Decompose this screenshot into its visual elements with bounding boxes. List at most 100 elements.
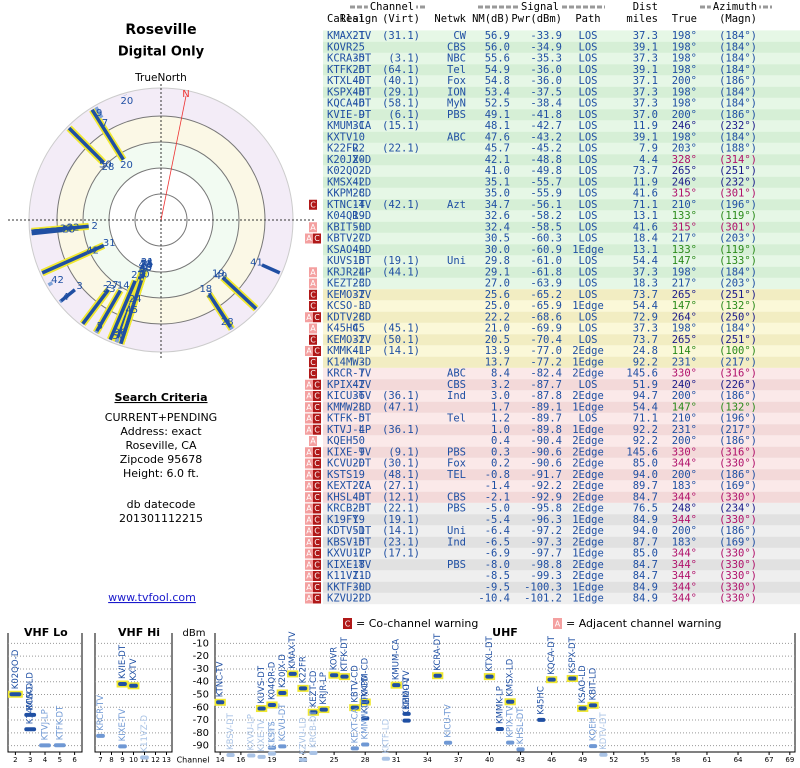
warning-letter: A [306, 403, 312, 412]
cell: 30.0 [485, 244, 510, 256]
panel-name: VHF Hi [118, 626, 160, 639]
station-channel: 10 [137, 270, 150, 281]
warning-box [313, 593, 321, 604]
cell: 1.7 [491, 401, 510, 413]
station-bar [392, 683, 401, 688]
cell: KXTV [327, 131, 353, 143]
x-tick-label: 3 [28, 756, 32, 764]
row-bg [323, 165, 800, 177]
cell: 133° [672, 244, 697, 256]
cell: (330°) [719, 593, 757, 605]
cell: 1Edge [572, 424, 604, 436]
cell: 240° [672, 379, 697, 391]
cell: 34.7 [485, 199, 510, 211]
cell: 198° [672, 266, 697, 278]
cell: (6.1) [388, 109, 420, 121]
cell: 54.4 [633, 255, 658, 267]
warning-box [305, 559, 313, 570]
warning-letter: C [314, 392, 320, 401]
link[interactable]: www.tvfool.com [108, 591, 196, 604]
true-north: TrueNorth [134, 72, 187, 84]
cell: LOS [579, 98, 598, 110]
cell: 48.1 [485, 120, 510, 132]
warning-box [313, 391, 321, 401]
y-tick-label: -30 [193, 664, 209, 675]
station-label: KKTF-LD [381, 718, 391, 753]
warning-box [305, 447, 313, 458]
cell: -89.7 [530, 413, 562, 425]
station-channel: 32 [67, 223, 80, 234]
cell: (15.1) [382, 120, 420, 132]
cell: (184°) [719, 98, 757, 110]
station-bar [39, 743, 51, 748]
x-tick-label: 67 [765, 756, 774, 764]
station-bar [298, 686, 308, 691]
cell: KOVR [327, 41, 353, 53]
station-label: KPIX-TV [506, 706, 516, 738]
station-line [67, 126, 103, 162]
cell: 37.0 [633, 109, 658, 121]
warning-box [313, 514, 321, 525]
cell: (100°) [719, 345, 757, 357]
row-bg [323, 322, 800, 335]
warning-box [309, 301, 317, 311]
station-channel: 14 [117, 280, 130, 291]
station-bar [340, 674, 349, 679]
column-header: (Magn) [719, 13, 757, 25]
station-label: K19FY [267, 721, 277, 748]
cell: 31 [352, 120, 365, 132]
x-tick-label: 8 [109, 756, 113, 764]
cell: 2 [359, 165, 365, 177]
magnetic-north-line [160, 95, 187, 221]
station-label: KMUM-CA [392, 639, 402, 680]
x-tick-label: 9 [120, 756, 124, 764]
station-line [31, 227, 61, 234]
station-label: KOVR [330, 647, 340, 670]
cell: 30 [352, 581, 365, 593]
warning-letter: C [314, 234, 320, 243]
cell: -58.5 [530, 221, 562, 233]
cell: -90.6 [530, 458, 562, 470]
cell: (44.1) [382, 266, 420, 278]
cell: 24 [352, 266, 365, 278]
cell: 14 [352, 199, 365, 211]
cell: KBTV-CD [327, 233, 371, 245]
cell: (48.1) [382, 469, 420, 481]
x-tick-label: 55 [640, 756, 649, 764]
station-label: KDTV-DT [599, 712, 609, 750]
warning-letter: A [306, 594, 312, 603]
cell: 265° [672, 289, 697, 301]
cell: 315° [672, 221, 697, 233]
group-bg [367, 1, 417, 13]
station-label: K14MW-D [26, 682, 36, 724]
cell: KICU-TV [327, 390, 372, 402]
row-bg [323, 491, 800, 503]
warning-box [309, 334, 317, 345]
cell: LOS [579, 188, 598, 200]
y-tick-label: -60 [193, 702, 209, 713]
cell: (232°) [719, 120, 757, 132]
station-channel: 49 [215, 271, 228, 282]
row-bg [323, 131, 800, 143]
cell: KBIT-LD [327, 221, 371, 233]
cell: KTFK-DT [327, 413, 372, 425]
station-line [58, 288, 76, 304]
warning-box [309, 278, 317, 289]
cell: 37.3 [633, 98, 658, 110]
legend-text: = Adjacent channel warning [566, 617, 722, 630]
legend-box [553, 618, 562, 629]
warning-box [305, 424, 313, 435]
warning-letter: C [314, 527, 320, 536]
cell: (184°) [719, 41, 757, 53]
row-bg [323, 559, 800, 571]
cell: (3.1) [388, 53, 420, 65]
station-label: KEXT-CA [350, 707, 360, 743]
cell: -49.8 [530, 165, 562, 177]
cell: -68.6 [530, 311, 562, 323]
cell: Tel [447, 64, 466, 76]
station-channel: 25 [141, 258, 154, 269]
cell: 27 [352, 480, 365, 492]
cell: (184°) [719, 53, 757, 65]
station-bar [361, 742, 370, 747]
station-bar [216, 700, 225, 705]
